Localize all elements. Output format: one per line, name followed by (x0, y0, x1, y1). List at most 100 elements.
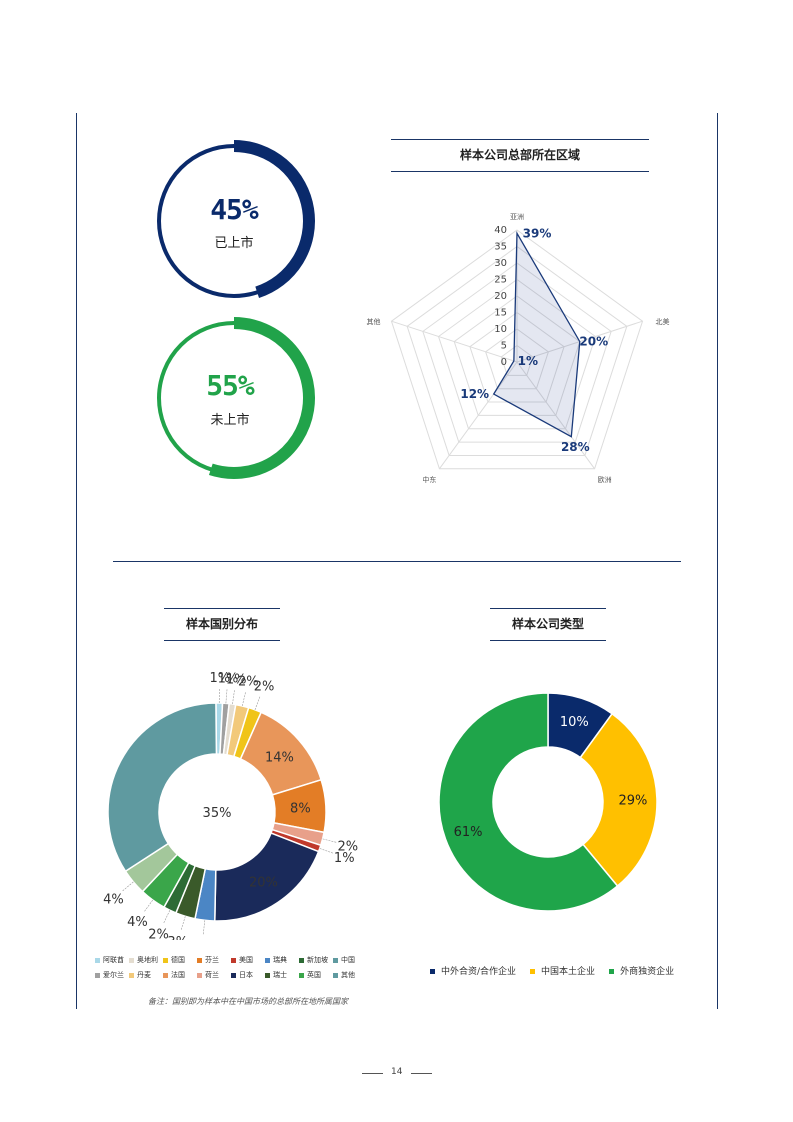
radar-tick-label: 5 (501, 341, 507, 352)
unlisted-ring-arc (208, 317, 315, 479)
radar-tick-label: 15 (494, 308, 507, 319)
country-legend-item: 爱尔兰 (95, 970, 124, 980)
legend-label: 法国 (171, 971, 185, 979)
country-leader-line (202, 920, 206, 935)
country-slice-label: 20% (249, 875, 278, 890)
legend-label: 英国 (307, 971, 321, 979)
radar-grid-ring (469, 311, 565, 403)
legend-swatch (95, 972, 100, 978)
listed-percent: 45% (210, 193, 259, 226)
legend-label: 美国 (239, 956, 253, 964)
country-legend-item: 美国 (231, 955, 253, 965)
radar-spoke (439, 361, 518, 470)
country-slice-label: 3% (167, 935, 188, 940)
listed-label: 已上市 (214, 236, 254, 251)
country-legend-item: 阿联酋 (95, 955, 124, 965)
country-slice-label: 14% (265, 751, 294, 766)
radar-value-label: 28% (561, 440, 590, 454)
country-slice-label: 1% (334, 851, 355, 866)
legend-swatch (609, 969, 615, 974)
country-legend-item: 新加坡 (299, 955, 328, 965)
legend-label: 其他 (341, 971, 355, 979)
country-slice-label: 2% (254, 679, 275, 694)
country-note: 备注：国别即为样本中在中国市场的总部所在地所属国家 (148, 997, 348, 1006)
country-slice-label: 2% (338, 839, 359, 854)
section-divider (113, 561, 681, 562)
legend-label: 中国本土企业 (541, 967, 596, 977)
radar-category-label: 欧洲 (598, 475, 612, 484)
right-border-line (717, 113, 718, 1009)
radar-value-label: 20% (579, 335, 608, 349)
legend-swatch (333, 957, 338, 963)
legend-label: 外商独资企业 (620, 967, 675, 977)
legend-label: 瑞士 (273, 971, 287, 979)
left-border-line (76, 113, 77, 1009)
legend-label: 丹麦 (137, 971, 151, 979)
country-slice-label: 35% (203, 806, 232, 821)
radar-grid-ring (500, 344, 534, 376)
legend-swatch (231, 957, 236, 963)
radar-tick-label: 20 (494, 291, 507, 302)
radar-title-text: 样本公司总部所在区域 (459, 148, 580, 162)
radar-tick-label: 35 (494, 242, 507, 253)
legend-label: 奥地利 (137, 956, 158, 964)
country-donut-chart: 1%1%1%2%2%14%8%2%1%20%3%3%2%4%4%35% (103, 671, 359, 940)
legend-swatch (265, 957, 270, 963)
radar-grid-ring (406, 245, 628, 456)
type-slice-label: 10% (560, 715, 589, 730)
legend-swatch (299, 972, 304, 978)
country-slice-label: 2% (148, 928, 169, 940)
page-number-rule-left (362, 1073, 383, 1074)
legend-swatch (95, 957, 100, 963)
country-title-text: 样本国别分布 (185, 617, 258, 631)
legend-label: 瑞典 (273, 956, 287, 964)
type-title: 样本公司类型 (490, 608, 606, 641)
legend-swatch (333, 972, 338, 978)
radar-grid-ring (422, 262, 612, 443)
legend-label: 荷兰 (205, 971, 219, 979)
radar-category-label: 亚洲 (510, 213, 524, 221)
country-legend-item: 德国 (163, 955, 185, 965)
legend-label: 德国 (171, 956, 185, 964)
type-donut-chart: 10% 29% 61% (438, 692, 658, 912)
country-legend-item: 其他 (333, 970, 355, 980)
type-legend-item: 外商独资企业 (609, 964, 674, 977)
country-legend-item: 法国 (163, 970, 185, 980)
radar-grid-ring (390, 229, 644, 470)
country-leader-line (319, 848, 334, 854)
legend-swatch (163, 957, 168, 963)
type-slice (438, 692, 619, 912)
country-leader-line (241, 692, 246, 707)
legend-swatch (265, 972, 270, 978)
country-slice-label: 1% (209, 671, 230, 686)
legend-label: 阿联酋 (103, 956, 124, 964)
country-slice-label: 4% (127, 915, 148, 930)
legend-swatch (129, 957, 134, 963)
country-leader-line (225, 689, 228, 704)
type-legend-item: 中国本土企业 (530, 964, 595, 977)
type-title-text: 样本公司类型 (511, 617, 584, 631)
unlisted-percent: 55% (206, 369, 255, 402)
legend-swatch (299, 957, 304, 963)
radar-spoke (391, 320, 518, 363)
country-legend-item: 奥地利 (129, 955, 158, 965)
page-number: 14 (391, 1067, 403, 1077)
radar-grid-ring (437, 278, 597, 430)
unlisted-label: 未上市 (210, 413, 250, 428)
country-leader-line (180, 916, 186, 930)
listing-rings (157, 140, 315, 479)
radar-category-label: 其他 (366, 317, 380, 326)
radar-tick-label: 0 (501, 357, 507, 368)
type-slice-label: 61% (454, 825, 483, 840)
legend-swatch (163, 972, 168, 978)
radar-value-label: 39% (523, 226, 552, 240)
radar-grid-ring (453, 295, 581, 416)
radar-value-label: 1% (518, 354, 538, 368)
country-leader-line (122, 881, 134, 892)
legend-label: 新加坡 (307, 956, 328, 964)
radar-category-label: 北美 (656, 317, 670, 326)
country-legend: 阿联酋 奥地利 德国 芬兰 美国 瑞典 新加坡 中国 爱尔兰 丹麦 法国 荷兰 日本 瑞士 英国 其他 (95, 955, 375, 985)
type-slice-label: 29% (619, 793, 648, 808)
country-slice-label: 1% (226, 672, 247, 687)
